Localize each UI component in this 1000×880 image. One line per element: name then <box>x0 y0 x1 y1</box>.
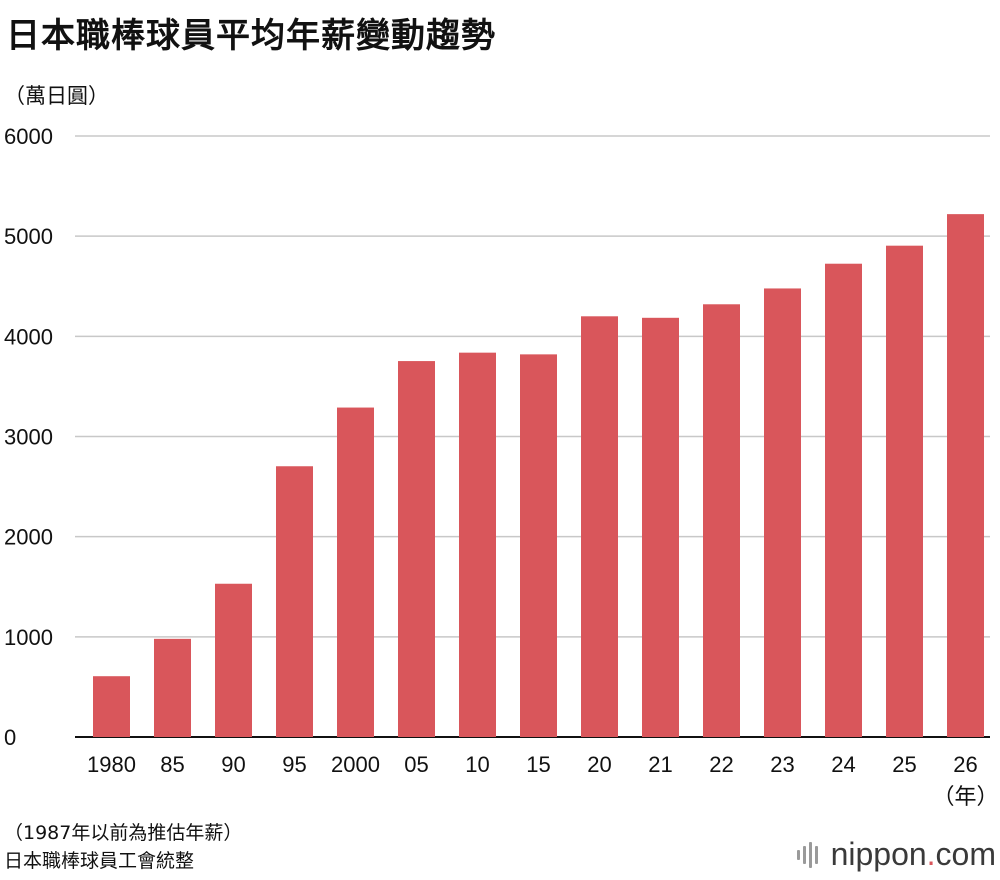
x-tick-label: 24 <box>831 752 855 777</box>
x-tick-label: 85 <box>160 752 184 777</box>
x-tick-label: 25 <box>892 752 916 777</box>
bar-05 <box>398 361 435 737</box>
brand-dot: . <box>926 836 936 872</box>
chart-title: 日本職棒球員平均年薪變動趨勢 <box>6 16 496 56</box>
bar-15 <box>520 354 557 737</box>
y-tick-label: 1000 <box>4 625 53 650</box>
bar-1980 <box>93 676 130 737</box>
x-tick-label: 2000 <box>331 752 380 777</box>
y-tick-label: 0 <box>4 725 16 750</box>
brand-name: nippon <box>830 836 927 872</box>
x-tick-label: 26 <box>953 752 977 777</box>
y-tick-label: 5000 <box>4 224 53 249</box>
estimate-note: （1987年以前為推估年薪） <box>4 822 243 844</box>
bar-95 <box>276 466 313 737</box>
y-tick-label: 6000 <box>4 124 53 149</box>
x-tick-label: 1980 <box>87 752 136 777</box>
x-tick-label: 22 <box>709 752 733 777</box>
bars <box>93 214 984 737</box>
brand-mark-icon <box>796 841 821 868</box>
bar-85 <box>154 638 191 737</box>
bar-90 <box>215 583 252 737</box>
brand-tld: com <box>935 836 996 872</box>
bar-25 <box>886 245 923 737</box>
bar-24 <box>825 263 862 737</box>
bar-23 <box>764 288 801 737</box>
x-tick-label: 05 <box>404 752 428 777</box>
bar-22 <box>703 304 740 737</box>
y-tick-label: 3000 <box>4 425 53 450</box>
y-axis-ticks: 0 1000 2000 3000 4000 5000 6000 <box>4 124 53 750</box>
x-tick-label: 21 <box>648 752 672 777</box>
bar-21 <box>642 317 679 737</box>
source-note: 日本職棒球員工會統整 <box>4 850 195 872</box>
x-tick-label: 20 <box>587 752 611 777</box>
x-tick-label: 10 <box>465 752 489 777</box>
x-tick-label: 23 <box>770 752 794 777</box>
bar-26 <box>947 214 984 737</box>
brand-logo: nippon. com <box>796 836 996 873</box>
y-tick-label: 4000 <box>4 324 53 349</box>
bar-20 <box>581 316 618 737</box>
y-tick-label: 2000 <box>4 525 53 550</box>
bar-10 <box>459 352 496 737</box>
y-axis-unit-label: （萬日圓） <box>4 84 109 108</box>
bar-2000 <box>337 407 374 737</box>
bar-chart: 0 1000 2000 3000 4000 5000 6000 1980 85 90 95 2000… <box>4 124 999 809</box>
x-axis-unit-label: （年） <box>932 784 998 809</box>
x-tick-label: 15 <box>526 752 550 777</box>
x-tick-label: 95 <box>282 752 306 777</box>
x-tick-label: 90 <box>221 752 245 777</box>
x-axis-ticks: 1980 85 90 95 2000 05 10 15 20 21 22 23 24 25 26 <box>87 752 978 777</box>
